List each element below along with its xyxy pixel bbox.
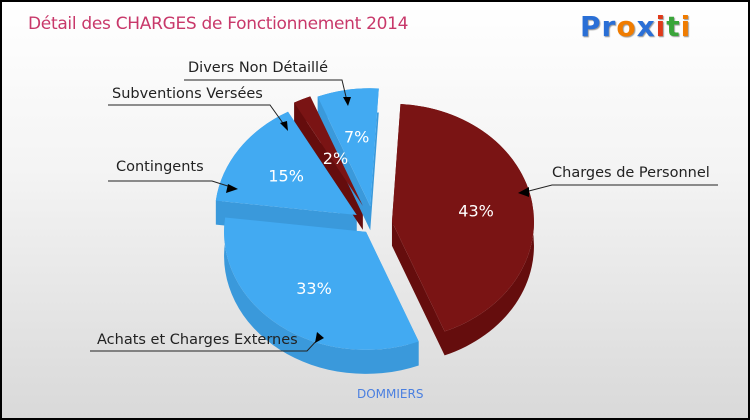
- commune-name: DOMMIERS: [357, 387, 424, 401]
- pie-slice[interactable]: [391, 103, 534, 332]
- pie-slice[interactable]: [294, 96, 363, 206]
- label-charges-personnel: Charges de Personnel: [552, 165, 710, 181]
- arrowheads: [226, 97, 529, 343]
- slice-percent-label: 43%: [458, 201, 494, 220]
- pie-slice-side: [294, 96, 363, 230]
- label-subventions: Subventions Versées: [112, 86, 263, 102]
- label-contingents: Contingents: [116, 159, 204, 175]
- pie-slice[interactable]: [224, 217, 419, 350]
- label-divers: Divers Non Détaillé: [188, 60, 329, 76]
- pie-slice[interactable]: [317, 88, 379, 207]
- leader-contingents: [108, 180, 235, 189]
- leader-subventions: [108, 104, 286, 127]
- slice-percent-label: 33%: [296, 279, 332, 298]
- pie-slice[interactable]: [215, 111, 357, 216]
- leader-divers: [184, 79, 348, 102]
- chart-title: Détail des CHARGES de Fonctionnement 201…: [28, 14, 409, 34]
- pie-slice-side: [317, 88, 379, 231]
- leader-personnel: [524, 184, 718, 193]
- leader-lines: [90, 79, 718, 352]
- proxiti-logo: Proxiti: [580, 10, 692, 43]
- slice-percent-label: 2%: [323, 149, 348, 168]
- slice-percent-label: 7%: [344, 127, 369, 146]
- label-achats: Achats et Charges Externes: [97, 332, 298, 348]
- slice-percent-label: 15%: [268, 166, 304, 185]
